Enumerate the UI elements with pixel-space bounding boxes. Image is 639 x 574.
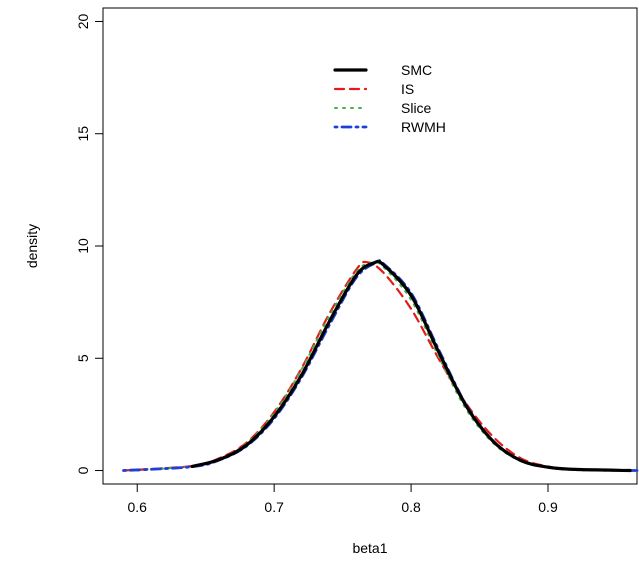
x-tick-label: 0.7 — [264, 499, 284, 515]
x-axis: 0.6 0.7 0.8 0.9 — [127, 484, 558, 515]
legend-label-is: IS — [401, 81, 414, 97]
y-axis: 0 5 10 15 20 — [75, 13, 103, 474]
y-tick-label: 5 — [75, 354, 91, 362]
x-tick-label: 0.6 — [127, 499, 147, 515]
series-line-smc — [190, 259, 632, 473]
y-tick-label: 0 — [75, 466, 91, 474]
series-line-is — [122, 260, 632, 472]
legend: SMC IS Slice RWMH — [333, 62, 446, 135]
y-tick-label: 15 — [75, 126, 91, 142]
y-tick-label: 20 — [75, 13, 91, 29]
series-line-rwmh — [122, 259, 639, 472]
legend-label-rwmh: RWMH — [401, 119, 446, 135]
y-tick-label: 10 — [75, 238, 91, 254]
x-tick-label: 0.9 — [538, 499, 558, 515]
series-line-slice — [136, 261, 632, 472]
x-tick-label: 0.8 — [401, 499, 421, 515]
x-axis-label: beta1 — [352, 540, 387, 556]
y-axis-label: density — [24, 224, 40, 268]
legend-label-slice: Slice — [401, 100, 432, 116]
legend-label-smc: SMC — [401, 62, 432, 78]
series-layer — [122, 259, 639, 473]
plot-box — [102, 7, 638, 485]
